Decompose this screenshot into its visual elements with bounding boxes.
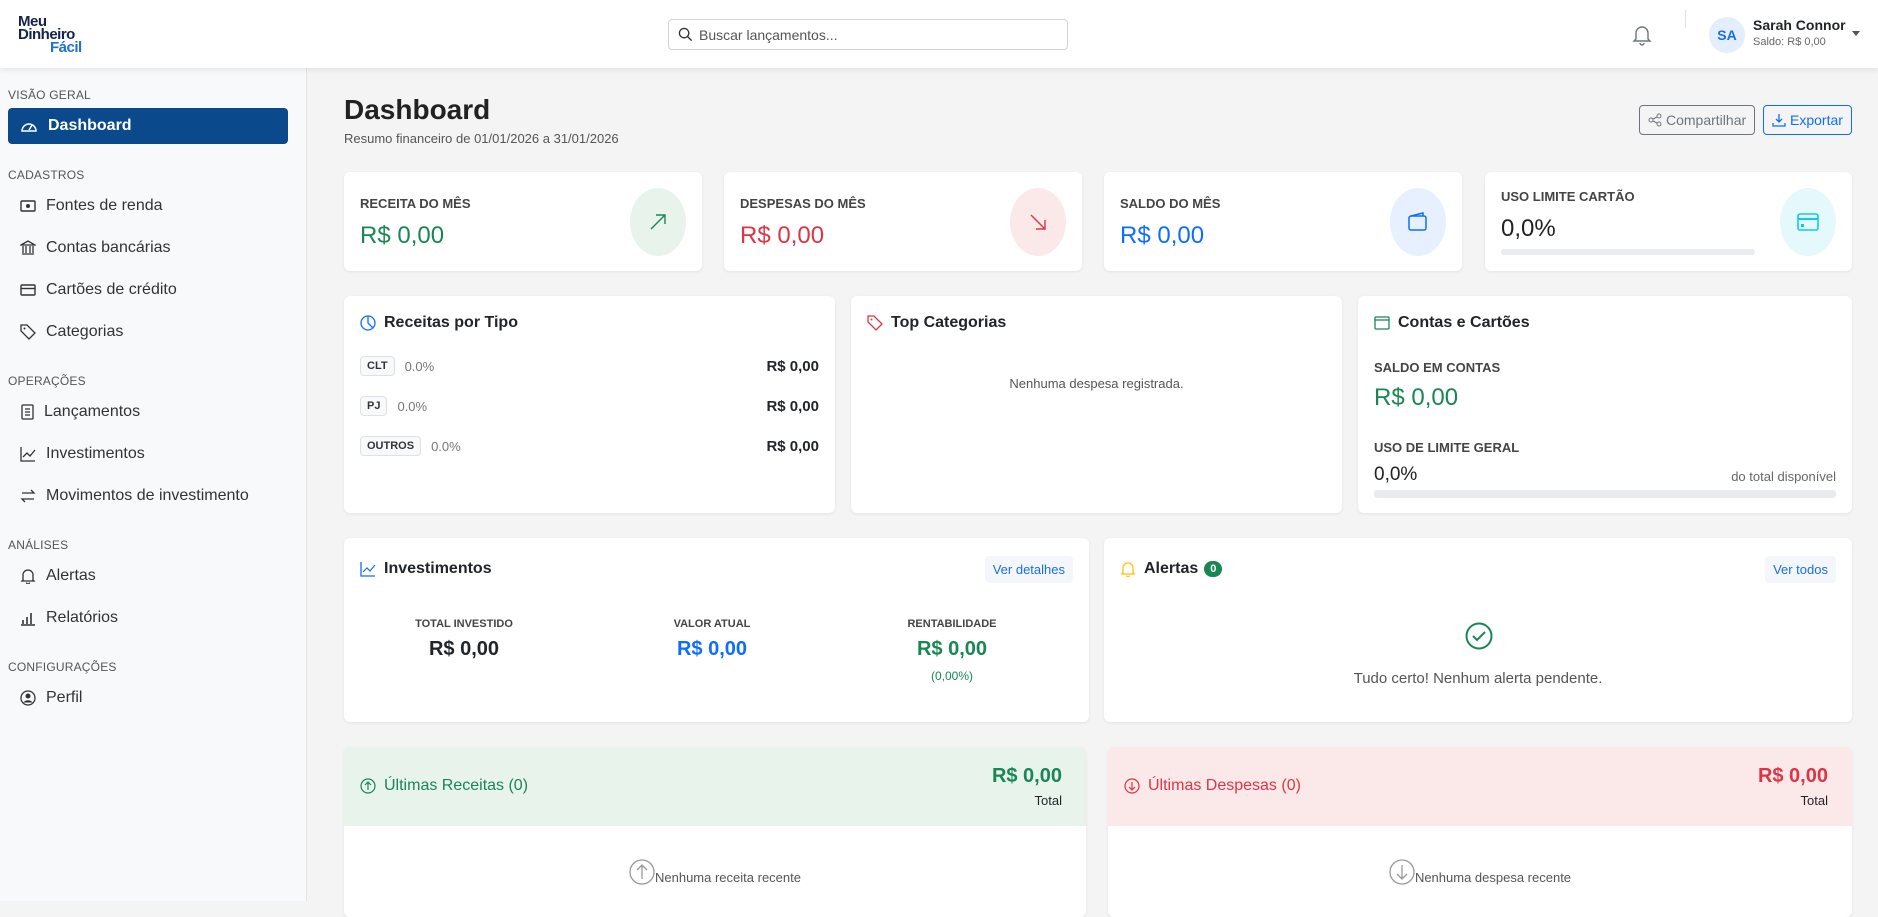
sidebar-item-fontes-de-renda[interactable]: Fontes de renda (8, 188, 288, 224)
contas-cartoes-card: Contas e Cartões SALDO EM CONTAS R$ 0,00… (1358, 296, 1852, 513)
window-icon (1374, 316, 1390, 330)
user-name[interactable]: Sarah Connor (1753, 17, 1846, 33)
user-menu-caret-icon[interactable] (1852, 31, 1860, 36)
sidebar-section-title: VISÃO GERAL (8, 88, 91, 102)
stat-card-limite-cartao: USO LIMITE CARTÃO 0,0% (1485, 172, 1852, 271)
share-button[interactable]: Compartilhar (1639, 105, 1756, 135)
tag-icon (20, 324, 36, 340)
bank-icon (20, 240, 36, 255)
sidebar-item-relatorios[interactable]: Relatórios (8, 600, 288, 636)
stat-card-saldo: SALDO DO MÊS R$ 0,00 (1104, 172, 1462, 271)
receitas-por-tipo-card: Receitas por Tipo CLT 0.0% R$ 0,00 PJ 0.0% R… (344, 296, 835, 513)
bell-icon (20, 569, 36, 584)
avatar[interactable]: SA (1709, 17, 1745, 53)
page-title: Dashboard (344, 94, 491, 125)
graph-up-icon (360, 562, 376, 577)
card-limit-progress (1501, 249, 1755, 255)
sidebar-section-title: ANÁLISES (8, 538, 69, 552)
pie-chart-icon (360, 315, 376, 331)
logo[interactable]: Meu Dinheiro Fácil (18, 13, 82, 56)
sidebar-item-dashboard[interactable]: Dashboard (8, 108, 288, 144)
share-icon (1648, 113, 1662, 127)
bell-icon (1120, 562, 1136, 577)
speedometer-icon (21, 123, 37, 132)
sidebar-section-title: CONFIGURAÇÕES (8, 660, 117, 674)
sidebar: VISÃO GERAL Dashboard CADASTROS Fontes d… (0, 68, 307, 901)
sidebar-item-cartoes-de-credito[interactable]: Cartões de crédito (8, 272, 288, 308)
notifications-bell-icon[interactable] (1632, 24, 1652, 46)
list-item: OUTROS 0.0% R$ 0,00 (360, 436, 819, 456)
stat-card-despesas: DESPESAS DO MÊS R$ 0,00 (724, 172, 1082, 271)
sidebar-item-investimentos[interactable]: Investimentos (8, 436, 288, 472)
ultimas-despesas-card: Últimas Despesas (0) R$ 0,00 Total Nenhu… (1108, 747, 1852, 917)
sidebar-section-title: OPERAÇÕES (8, 374, 86, 388)
empty-state: Nenhuma despesa registrada. (1009, 376, 1184, 391)
valor-atual: VALOR ATUAL R$ 0,00 (673, 618, 751, 660)
alert-count-badge: 0 (1204, 561, 1223, 577)
rentabilidade: RENTABILIDADE R$ 0,00 (0,00%) (907, 618, 997, 683)
limite-geral-progress (1374, 490, 1836, 498)
journal-icon (21, 404, 34, 420)
arrow-up-circle-icon (629, 859, 655, 885)
sidebar-item-alertas[interactable]: Alertas (8, 558, 288, 594)
sidebar-item-lancamentos[interactable]: Lançamentos (8, 394, 288, 430)
search-input[interactable]: Buscar lançamentos... (668, 19, 1068, 50)
top-categorias-card: Top Categorias Nenhuma despesa registrad… (851, 296, 1342, 513)
graph-icon (20, 447, 36, 462)
investimentos-card: Investimentos Ver detalhes TOTAL INVESTI… (344, 538, 1089, 722)
arrow-down-circle-icon (1389, 859, 1415, 885)
arrows-icon (20, 489, 36, 503)
total-investido: TOTAL INVESTIDO R$ 0,00 (415, 618, 513, 660)
stat-card-receita: RECEITA DO MÊS R$ 0,00 (344, 172, 702, 271)
arrow-down-right-icon (1010, 188, 1066, 256)
download-icon (1772, 114, 1786, 127)
sidebar-section-title: CADASTROS (8, 168, 85, 182)
ver-detalhes-button[interactable]: Ver detalhes (984, 556, 1073, 583)
cash-icon (20, 200, 36, 212)
person-circle-icon (20, 690, 36, 706)
export-button[interactable]: Exportar (1763, 105, 1852, 135)
bar-chart-icon (21, 613, 35, 626)
check-circle-icon (1465, 622, 1493, 650)
credit-card-icon (20, 284, 36, 296)
empty-state: Nenhuma receita recente (655, 870, 801, 885)
sidebar-item-categorias[interactable]: Categorias (8, 314, 288, 350)
alertas-card: Alertas 0 Ver todos Tudo certo! Nenhum al… (1104, 538, 1852, 722)
sidebar-item-movimentos-de-investimento[interactable]: Movimentos de investimento (8, 478, 288, 514)
arrow-down-circle-icon (1124, 778, 1140, 794)
tags-icon (867, 315, 883, 331)
sidebar-item-perfil[interactable]: Perfil (8, 680, 288, 716)
arrow-up-right-icon (630, 188, 686, 256)
search-icon (678, 27, 693, 42)
ultimas-receitas-card: Últimas Receitas (0) R$ 0,00 Total Nenhu… (344, 747, 1086, 917)
divider (1685, 10, 1686, 28)
top-header: Meu Dinheiro Fácil Buscar lançamentos...… (0, 0, 1878, 68)
page-subtitle: Resumo financeiro de 01/01/2026 a 31/01/… (344, 131, 619, 146)
wallet-icon (1390, 188, 1446, 256)
empty-state: Tudo certo! Nenhum alerta pendente. (1353, 670, 1603, 687)
list-item: CLT 0.0% R$ 0,00 (360, 356, 819, 376)
credit-card-icon (1780, 188, 1836, 256)
user-balance: Saldo: R$ 0,00 (1753, 36, 1826, 48)
empty-state: Nenhuma despesa recente (1414, 870, 1572, 885)
list-item: PJ 0.0% R$ 0,00 (360, 396, 819, 416)
arrow-up-circle-icon (360, 778, 376, 794)
ver-todos-button[interactable]: Ver todos (1765, 556, 1836, 583)
sidebar-item-contas-bancarias[interactable]: Contas bancárias (8, 230, 288, 266)
